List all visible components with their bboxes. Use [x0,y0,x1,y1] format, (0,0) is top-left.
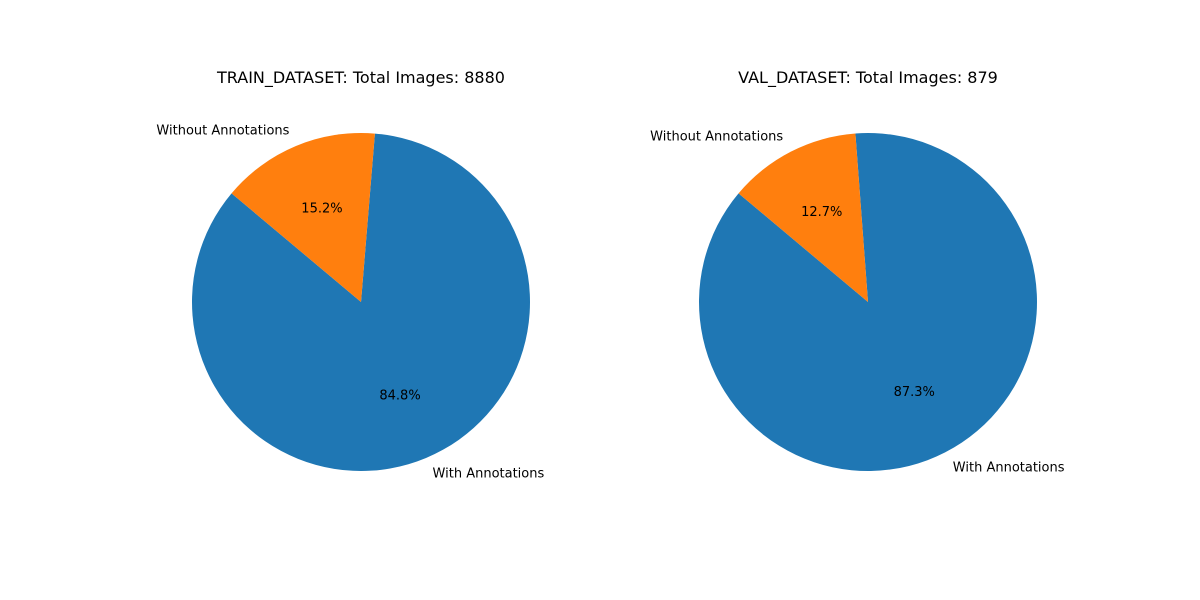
pie-labels: With Annotations 84.8% Without Annotations… [156,123,544,481]
slice-percent-label: 15.2% [301,201,342,216]
slice-label: With Annotations [433,467,545,482]
slice-percent-label: 87.3% [894,385,935,400]
pie-slice [231,132,375,302]
pie-labels: With Annotations 87.3% Without Annotations… [650,130,1065,476]
pie-slices [699,133,1037,472]
slice-label: Without Annotations [156,123,289,138]
pie-slices [192,132,531,471]
pie-chart-val: VAL_DATASET: Total Images: 879 With Anno… [650,68,1065,475]
slice-percent-label: 84.8% [379,389,420,404]
pie-slice [192,133,531,471]
slice-percent-label: 12.7% [801,205,842,220]
slice-label: Without Annotations [650,130,783,145]
slice-label: With Annotations [953,460,1065,475]
pie-slice [738,133,868,302]
chart-title: TRAIN_DATASET: Total Images: 8880 [216,68,505,88]
chart-title: VAL_DATASET: Total Images: 879 [738,68,998,88]
pie-chart-train: TRAIN_DATASET: Total Images: 8880 With A… [156,68,544,482]
